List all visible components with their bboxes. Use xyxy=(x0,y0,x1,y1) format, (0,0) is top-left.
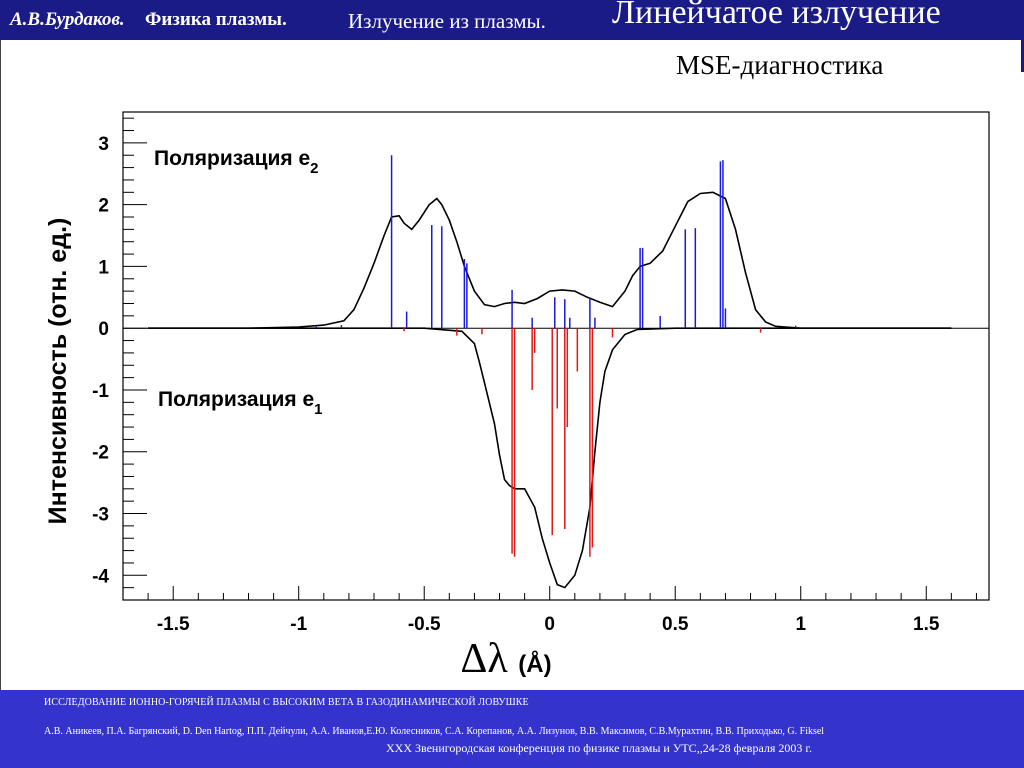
envelope-line xyxy=(148,191,952,330)
envelope-line xyxy=(148,327,952,589)
y-tick-label: -4 xyxy=(92,566,109,587)
plot-area xyxy=(122,111,990,601)
x-tick-label: -0.5 xyxy=(408,614,441,635)
header-topic: Линейчатое излучение xyxy=(612,0,941,31)
x-tick-label: 1.5 xyxy=(913,614,940,635)
left-edge-line xyxy=(0,40,1,690)
right-edge-bar xyxy=(1021,40,1024,72)
header-course: Физика плазмы. xyxy=(145,9,287,30)
footer-conference: XXX Звенигородская конференция по физике… xyxy=(386,741,812,755)
x-axis-label: Δλ (Å) xyxy=(460,636,551,682)
y-tick-label: 3 xyxy=(98,134,109,155)
y-tick-label: 2 xyxy=(98,196,109,217)
annotation-e2: Поляризация e2 xyxy=(154,147,319,177)
y-tick-label: -3 xyxy=(92,505,109,526)
footer-title: ИССЛЕДОВАНИЕ ИОННО-ГОРЯЧЕЙ ПЛАЗМЫ С ВЫСО… xyxy=(44,697,529,708)
y-axis-label: Интенсивность (отн. ед.) xyxy=(44,218,72,525)
x-tick-label: -1.5 xyxy=(157,614,190,635)
x-tick-label: 1 xyxy=(795,614,806,635)
footer-bar: ИССЛЕДОВАНИЕ ИОННО-ГОРЯЧЕЙ ПЛАЗМЫ С ВЫСО… xyxy=(0,690,1024,768)
header-author: А.В.Бурдаков. xyxy=(10,9,125,30)
mse-spectrum-chart: -1.5 -1 -0.5 0 0.5 1 1.5 -4 -3 -2 -1 0 1 2 3 Интенсивн… xyxy=(44,111,990,682)
x-tick-label: 0.5 xyxy=(662,614,689,635)
slide-subtitle: MSE-диагностика xyxy=(676,50,884,80)
header-bar: А.В.Бурдаков. Физика плазмы. Излучение и… xyxy=(0,0,1024,40)
x-tick-label: 0 xyxy=(544,614,555,635)
chart-ticks: -1.5 -1 -0.5 0 0.5 1 1.5 -4 -3 -2 -1 0 1 2 3 xyxy=(92,117,977,635)
y-tick-label: 0 xyxy=(98,319,109,340)
footer-authors: А.В. Аникеев, П.А. Багрянский, D. Den Ha… xyxy=(44,726,825,737)
annotation-e1: Поляризация e1 xyxy=(158,388,323,418)
x-tick-label: -1 xyxy=(290,614,307,635)
y-tick-label: -1 xyxy=(92,381,109,402)
chart-marks xyxy=(148,155,952,589)
y-tick-label: -2 xyxy=(92,443,109,464)
plot-frame xyxy=(122,111,990,601)
header-section: Излучение из плазмы. xyxy=(348,9,546,33)
y-tick-label: 1 xyxy=(98,257,109,278)
